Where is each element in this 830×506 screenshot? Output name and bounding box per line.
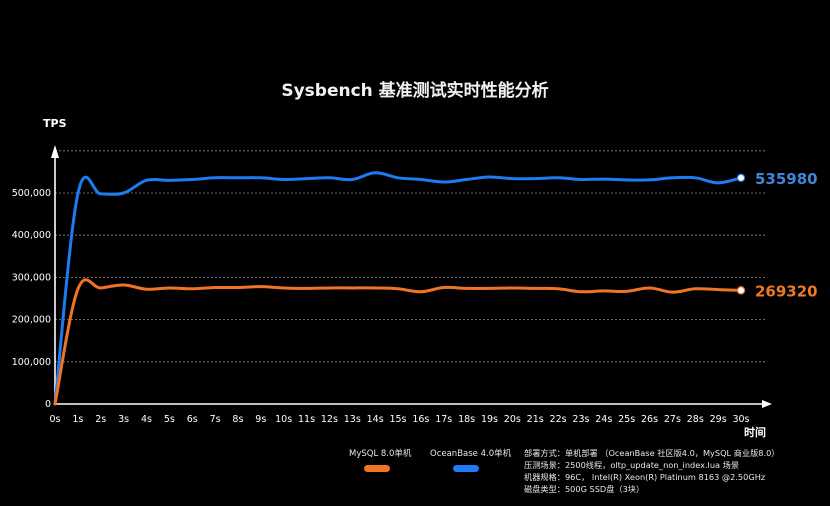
x-tick-label: 21s <box>527 414 544 425</box>
x-tick-label: 10s <box>275 414 292 425</box>
x-tick-label: 16s <box>412 414 429 425</box>
x-tick-label: 4s <box>141 414 152 425</box>
legend-label-mysql: MySQL 8.0单机 <box>349 449 412 459</box>
x-tick-label: 2s <box>95 414 106 425</box>
x-tick-label: 8s <box>232 414 243 425</box>
x-tick-labels: 0s 1s 2s 3s 4s 5s 6s 7s 8s 9s 10s 11s 12s 13s 14s 15s 16… <box>50 414 750 425</box>
x-tick-label: 20s <box>504 414 521 425</box>
legend-swatch-mysql <box>364 465 390 472</box>
x-tick-label: 18s <box>458 414 475 425</box>
y-tick-label: 500,000 <box>12 188 51 199</box>
note-disk: 磁盘类型：500G SSD盘（3块） <box>524 484 645 494</box>
note-machine: 机器规格：96C， Intel(R) Xeon(R) Platinum 8163… <box>524 472 766 482</box>
x-tick-label: 13s <box>344 414 361 425</box>
y-axis-arrow <box>51 145 59 158</box>
series-line-oceanbase <box>53 171 743 406</box>
chart-title: Sysbench 基准测试实时性能分析 <box>281 81 549 101</box>
y-axis-label: TPS <box>43 117 67 130</box>
x-tick-label: 25s <box>618 414 635 425</box>
y-tick-label: 100,000 <box>12 357 51 368</box>
x-tick-label: 11s <box>298 414 315 425</box>
x-tick-label: 22s <box>550 414 567 425</box>
x-tick-label: 27s <box>664 414 681 425</box>
end-label-oceanbase: 535980 <box>755 170 818 188</box>
note-scenario: 压测场景：2500线程，oltp_update_non_index.lua 场景 <box>524 460 740 470</box>
x-tick-label: 24s <box>595 414 612 425</box>
y-tick-label: 0 <box>45 399 51 410</box>
x-tick-label: 12s <box>321 414 338 425</box>
x-tick-label: 1s <box>72 414 83 425</box>
end-point-oceanbase <box>736 173 746 183</box>
x-axis-label: 时间 <box>744 425 766 439</box>
x-tick-label: 19s <box>481 414 498 425</box>
x-tick-label: 5s <box>164 414 175 425</box>
x-tick-label: 7s <box>210 414 221 425</box>
y-tick-label: 200,000 <box>12 315 51 326</box>
legend-label-oceanbase: OceanBase 4.0单机 <box>430 449 512 459</box>
end-point-mysql <box>736 286 746 295</box>
end-labels: 535980 269320 <box>755 170 818 301</box>
x-tick-label: 17s <box>435 414 452 425</box>
x-tick-label: 14s <box>367 414 384 425</box>
x-tick-label: 6s <box>187 414 198 425</box>
x-tick-label: 23s <box>572 414 589 425</box>
note-deploy: 部署方式：单机部署 （OceanBase 社区版4.0，MySQL 商业版8.0… <box>524 448 780 458</box>
x-tick-label: 0s <box>50 414 61 425</box>
x-axis-arrow <box>762 400 772 408</box>
y-tick-label: 300,000 <box>12 272 51 283</box>
test-notes: 部署方式：单机部署 （OceanBase 社区版4.0，MySQL 商业版8.0… <box>524 447 779 495</box>
x-tick-label: 28s <box>687 414 704 425</box>
axes <box>51 145 772 408</box>
x-tick-label: 3s <box>118 414 129 425</box>
x-tick-label: 30s <box>732 414 749 425</box>
x-tick-label: 26s <box>641 414 658 425</box>
series-lines <box>53 171 746 406</box>
y-tick-labels: 0 100,000 200,000 300,000 400,000 500,000 <box>12 188 51 410</box>
legend-swatch-oceanbase <box>453 465 479 472</box>
x-tick-label: 15s <box>389 414 406 425</box>
x-tick-label: 9s <box>255 414 266 425</box>
series-line-mysql <box>53 278 743 406</box>
y-tick-label: 400,000 <box>12 230 51 241</box>
x-tick-label: 29s <box>710 414 727 425</box>
grid-lines <box>55 150 765 363</box>
end-label-mysql: 269320 <box>755 282 818 300</box>
